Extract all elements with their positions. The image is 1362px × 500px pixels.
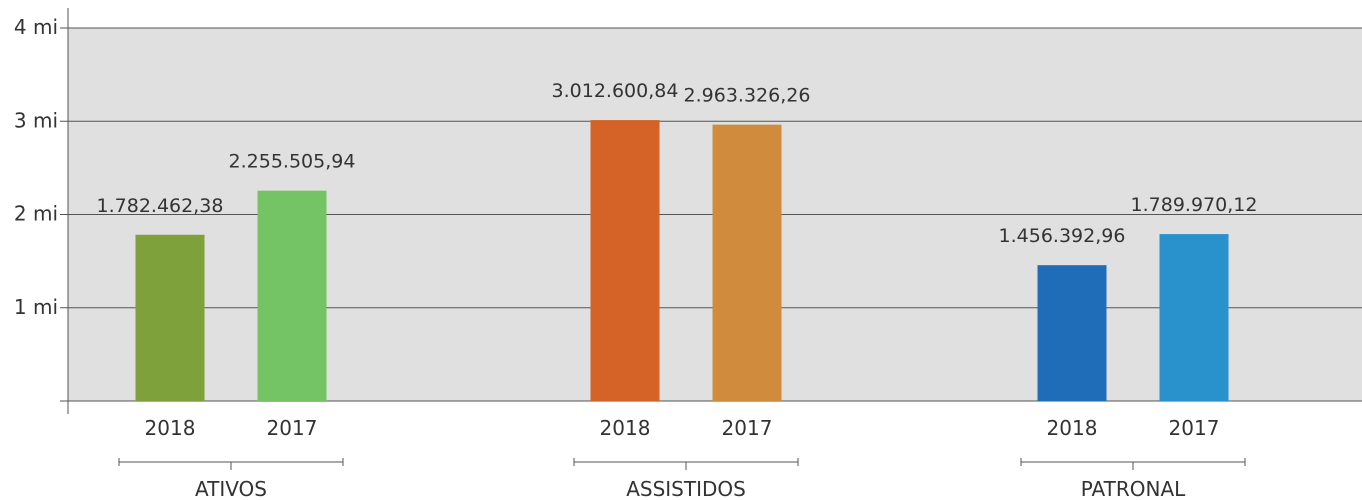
group-label: PATRONAL [1081, 477, 1186, 500]
bar-assistidos-2017 [712, 124, 782, 401]
x-tick-label: 2017 [1169, 416, 1220, 440]
group-label: ATIVOS [195, 477, 267, 500]
bar-patronal-2017 [1159, 234, 1229, 401]
group-label: ASSISTIDOS [626, 477, 746, 500]
x-tick-label: 2018 [145, 416, 196, 440]
data-label: 2.963.326,26 [684, 85, 811, 107]
data-label: 3.012.600,84 [552, 80, 679, 102]
y-tick-label: 3 mi [14, 108, 58, 132]
bar-ativos-2017 [257, 190, 327, 401]
y-tick-label: 1 mi [14, 295, 58, 319]
x-axis-ticks: 2018 2017 2018 2017 2018 2017 [145, 416, 1220, 440]
y-tick-label: 4 mi [14, 15, 58, 39]
x-tick-label: 2017 [267, 416, 318, 440]
bar-patronal-2018 [1037, 265, 1107, 401]
x-tick-label: 2018 [1047, 416, 1098, 440]
data-label: 1.782.462,38 [97, 195, 224, 217]
bar-assistidos-2018 [590, 120, 660, 401]
data-label: 1.456.392,96 [999, 225, 1126, 247]
x-tick-label: 2017 [722, 416, 773, 440]
y-axis-ticks: 1 mi 2 mi 3 mi 4 mi [14, 15, 58, 319]
data-label: 1.789.970,12 [1131, 194, 1258, 216]
bar-ativos-2018 [135, 234, 205, 401]
group-labels: ATIVOS ASSISTIDOS PATRONAL [118, 458, 1246, 500]
data-labels: 1.782.462,382.255.505,94 3.012.600,84 2.96… [97, 80, 1258, 247]
bars [135, 120, 1229, 401]
data-label: 2.255.505,94 [229, 151, 356, 173]
x-tick-label: 2018 [600, 416, 651, 440]
y-tick-label: 2 mi [14, 202, 58, 226]
